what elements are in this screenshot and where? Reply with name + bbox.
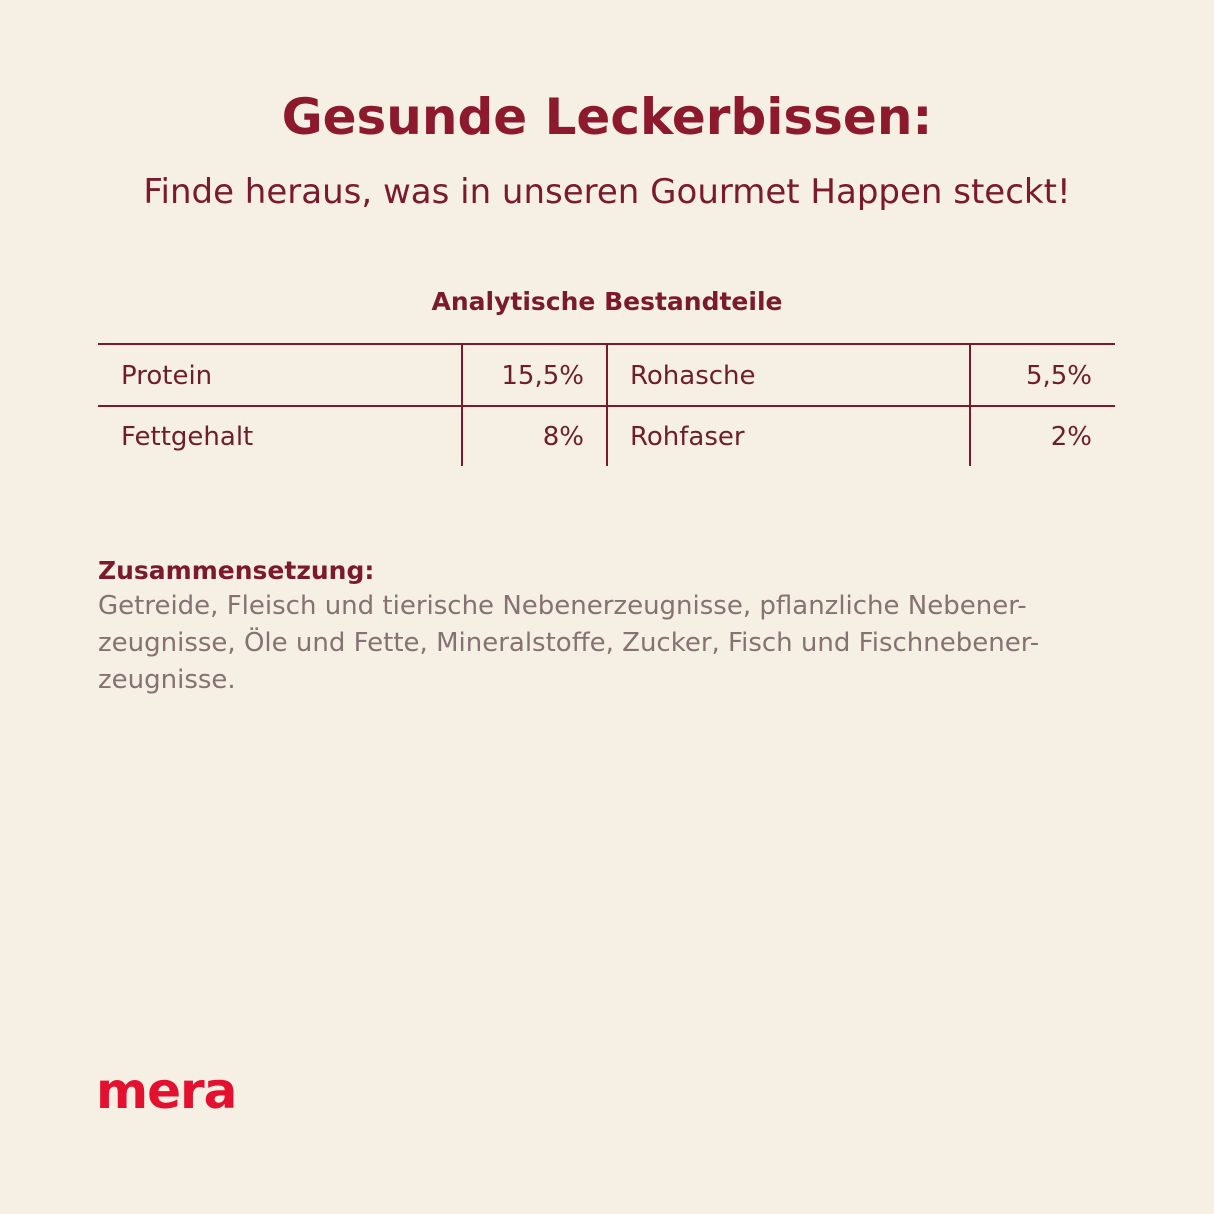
cell-value: 2%: [1050, 422, 1092, 452]
cell-label: Rohfaser: [630, 422, 745, 452]
table-divider: [969, 344, 971, 466]
composition-heading: Zusammensetzung:: [98, 556, 375, 585]
composition-line: zeugnisse.: [98, 665, 236, 695]
table-title: Analytische Bestandteile: [431, 287, 783, 316]
cell-value: 8%: [542, 422, 584, 452]
cell-value: 15,5%: [501, 361, 584, 391]
subtitle: Finde heraus, was in unseren Gourmet Hap…: [143, 172, 1071, 212]
cell-value: 5,5%: [1025, 361, 1092, 391]
composition-line: Getreide, Fleisch und tierische Nebenerz…: [98, 591, 1027, 621]
title: Gesunde Leckerbissen:: [281, 88, 933, 146]
cell-label: Rohasche: [630, 361, 756, 391]
table-divider: [606, 344, 608, 466]
composition-line: zeugnisse, Öle und Fette, Mineralstoffe,…: [98, 628, 1040, 658]
cell-label: Protein: [121, 361, 213, 391]
logo: mera: [96, 1062, 237, 1120]
cell-label: Fettgehalt: [121, 422, 254, 452]
table-divider: [461, 344, 463, 466]
